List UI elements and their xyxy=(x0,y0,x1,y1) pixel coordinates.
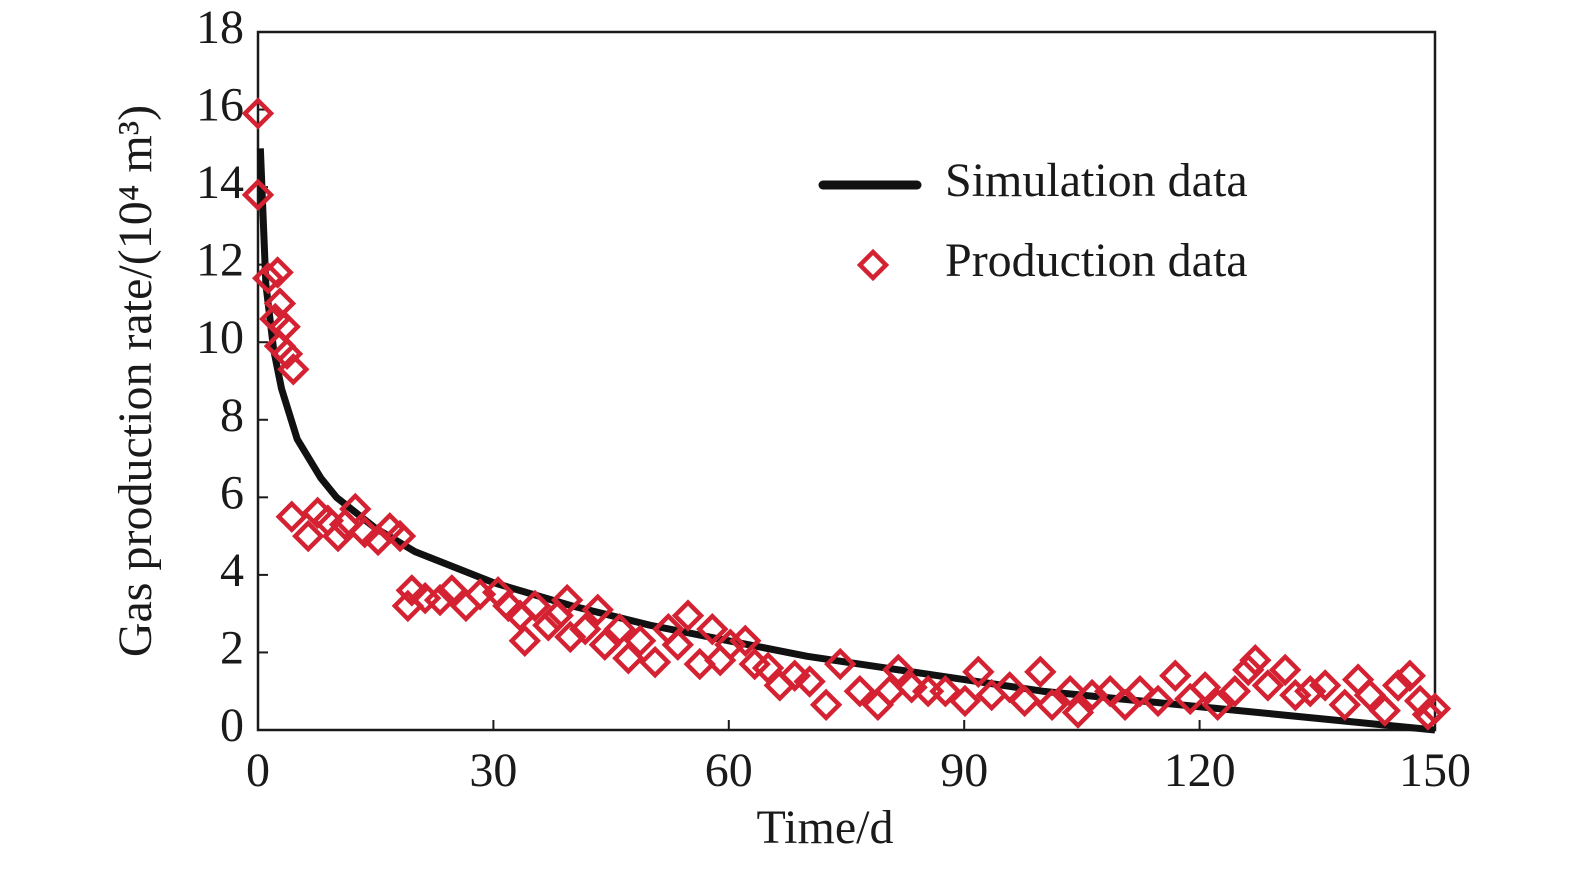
production-point xyxy=(270,337,304,371)
x-tick-label: 0 xyxy=(246,744,270,797)
production-point xyxy=(948,684,982,718)
legend-marker xyxy=(856,248,890,282)
production-point xyxy=(277,353,310,386)
production-point xyxy=(1368,694,1401,727)
production-point xyxy=(714,628,747,661)
production-point xyxy=(1403,684,1437,718)
x-axis-label: Time/d xyxy=(757,801,894,854)
production-point xyxy=(292,519,325,553)
production-point xyxy=(339,492,372,526)
production-point xyxy=(423,583,457,617)
production-point xyxy=(395,574,428,607)
production-point xyxy=(1123,675,1157,708)
y-axis-label: Gas production rate/(10⁴ m³) xyxy=(109,105,162,657)
y-tick-label: 4 xyxy=(220,544,244,597)
production-point xyxy=(623,624,657,657)
production-point xyxy=(1268,653,1302,687)
y-tick-label: 6 xyxy=(220,466,244,519)
production-point xyxy=(1353,678,1387,712)
production-point xyxy=(1251,669,1285,702)
production-point xyxy=(882,653,915,687)
production-point xyxy=(1411,698,1445,731)
production-point xyxy=(1188,671,1222,704)
simulation-line xyxy=(256,148,1436,734)
production-point xyxy=(252,262,285,295)
production-point xyxy=(603,612,636,646)
production-point xyxy=(435,574,468,607)
production-point xyxy=(1201,688,1234,721)
production-point xyxy=(824,647,857,681)
production-point xyxy=(532,609,565,642)
production-point xyxy=(1393,659,1427,692)
production-point xyxy=(793,665,826,698)
legend-label: Simulation data xyxy=(945,154,1248,207)
production-point xyxy=(1381,669,1415,702)
production-point xyxy=(1035,688,1069,721)
production-point xyxy=(1008,684,1041,718)
production-point xyxy=(241,97,275,130)
y-tick-label: 16 xyxy=(196,79,244,132)
legend-label: Production data xyxy=(945,234,1248,287)
production-point xyxy=(1141,684,1175,718)
production-point xyxy=(1239,644,1272,677)
production-point xyxy=(1159,659,1192,692)
production-point xyxy=(1294,675,1327,708)
production-point xyxy=(962,655,995,689)
production-point xyxy=(778,659,811,692)
production-point xyxy=(696,612,729,646)
production-point xyxy=(612,642,645,675)
y-tick-label: 0 xyxy=(220,699,244,752)
y-tick-label: 14 xyxy=(196,156,244,209)
production-point xyxy=(1218,675,1252,708)
production-point xyxy=(671,599,705,632)
x-tick-label: 60 xyxy=(705,744,753,797)
production-point xyxy=(550,583,584,617)
y-tick-label: 12 xyxy=(196,234,244,287)
x-tick-label: 120 xyxy=(1164,744,1236,797)
production-point xyxy=(1341,663,1375,696)
production-point xyxy=(638,645,672,679)
x-tick-label: 90 xyxy=(940,744,988,797)
y-tick-label: 8 xyxy=(220,389,244,442)
production-point xyxy=(1232,653,1265,687)
production-point xyxy=(751,651,785,685)
production-point xyxy=(1418,692,1452,725)
y-tick-label: 18 xyxy=(196,1,244,54)
production-point xyxy=(518,589,552,623)
production-point xyxy=(508,624,541,657)
production-point xyxy=(1024,655,1057,689)
production-point xyxy=(569,612,602,646)
production-point xyxy=(348,516,381,549)
x-tick-label: 150 xyxy=(1399,744,1471,797)
production-point xyxy=(729,624,762,657)
production-point xyxy=(661,628,694,661)
production-point xyxy=(929,675,962,708)
production-point xyxy=(554,620,587,654)
production-point xyxy=(588,628,622,661)
plot-frame xyxy=(256,30,1437,732)
production-point xyxy=(581,593,614,626)
x-tick-label: 30 xyxy=(469,744,517,797)
production-point xyxy=(241,178,275,212)
production-point xyxy=(1061,696,1095,729)
production-point xyxy=(1328,688,1361,721)
y-tick-label: 10 xyxy=(196,311,244,364)
y-tick-label: 2 xyxy=(220,621,244,674)
production-point xyxy=(321,519,355,553)
production-point xyxy=(809,688,843,721)
production-point xyxy=(1279,678,1312,712)
production-point xyxy=(275,500,308,533)
production-point xyxy=(1308,669,1342,702)
production-point xyxy=(383,519,417,553)
production-point xyxy=(843,675,877,708)
